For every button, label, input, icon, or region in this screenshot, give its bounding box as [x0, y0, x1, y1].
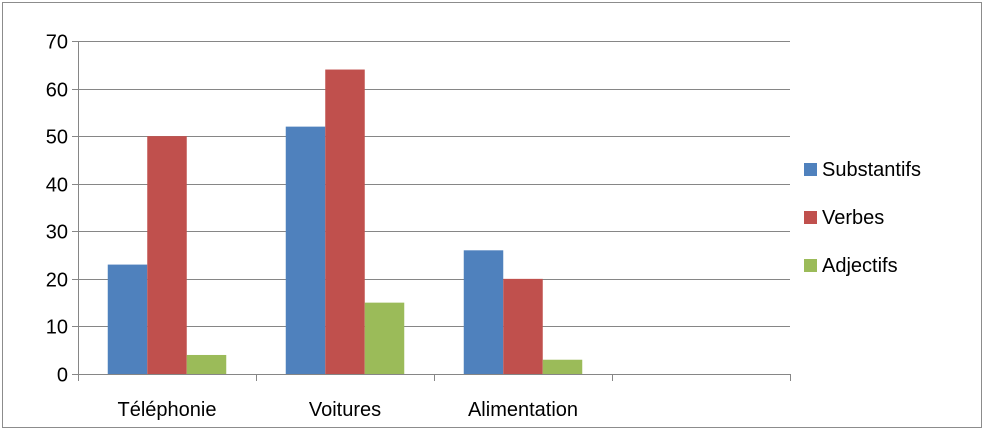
y-tick-label: 60: [46, 80, 68, 102]
legend-swatch: [804, 259, 817, 272]
legend-label: Adjectifs: [822, 255, 898, 277]
bar: [542, 359, 583, 374]
x-category-label: Voitures: [309, 399, 381, 421]
bars: [107, 69, 583, 375]
legend-label: Verbes: [822, 207, 884, 229]
legend: Substantifs Verbes Adjectifs: [804, 159, 921, 277]
bar: [186, 354, 227, 374]
bar-chart: 0 10 20 30 40 50 60 70 Téléphonie Voitures Aliment…: [46, 32, 921, 422]
x-category-label: Téléphonie: [118, 399, 217, 421]
bar: [325, 69, 365, 375]
legend-swatch: [804, 211, 817, 224]
bar: [147, 136, 187, 374]
y-tick-label: 0: [57, 365, 68, 387]
bar: [285, 126, 326, 374]
axes: [72, 41, 791, 381]
legend-label: Substantifs: [822, 159, 921, 181]
y-tick-label: 40: [46, 175, 68, 197]
bar: [503, 278, 543, 374]
x-category-label: Alimentation: [468, 399, 578, 421]
axis-labels: 0 10 20 30 40 50 60 70 Téléphonie Voitures Aliment…: [46, 32, 578, 422]
bar: [107, 264, 148, 374]
y-tick-label: 50: [46, 127, 68, 149]
y-tick-label: 20: [46, 270, 68, 292]
y-tick-label: 10: [46, 317, 68, 339]
bar: [463, 250, 504, 374]
bar: [364, 302, 405, 374]
gridlines: [78, 41, 790, 327]
y-tick-label: 70: [46, 32, 68, 54]
legend-swatch: [804, 163, 817, 176]
y-tick-label: 30: [46, 222, 68, 244]
